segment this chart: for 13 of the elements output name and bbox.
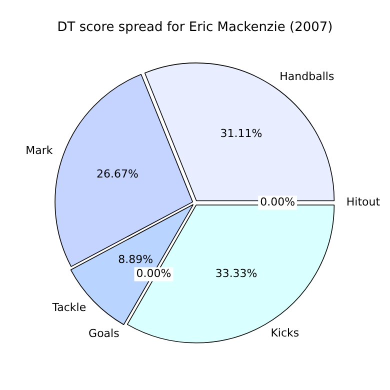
data-label: 31.11% [220, 127, 262, 140]
text: 0.00% [136, 267, 172, 280]
category-label: Goals [88, 326, 120, 340]
text: 0.00% [260, 196, 296, 209]
data-label: 33.33% [215, 267, 258, 280]
category-label: Hitout [346, 196, 380, 209]
slice-label: Tackle [51, 300, 86, 314]
slice-label: Handballs [280, 70, 334, 84]
slice-label: Mark [26, 144, 54, 157]
slice-label: Kicks [270, 326, 300, 340]
data-label: 8.89% [118, 253, 154, 266]
data-label: 26.67% [96, 167, 138, 180]
chart-title: DT score spread for Eric Mackenzie (2007) [57, 20, 333, 36]
